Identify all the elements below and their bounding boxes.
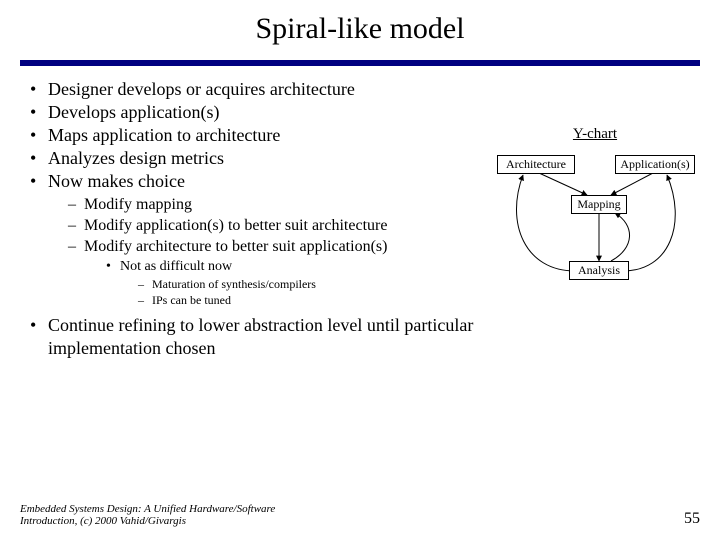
footer: Embedded Systems Design: A Unified Hardw… — [20, 503, 700, 528]
bullet-l1: Develops application(s) — [20, 101, 482, 124]
bullets-l3: Not as difficult now Maturation of synth… — [102, 258, 482, 309]
bullets-l4: Maturation of synthesis/compilers IPs ca… — [136, 276, 482, 308]
bullet-l3-text: Not as difficult now — [120, 259, 232, 274]
bullet-l4: IPs can be tuned — [136, 292, 482, 308]
ychart-node-analysis: Analysis — [569, 261, 629, 280]
ychart-diagram: Architecture Application(s) Mapping Anal… — [495, 153, 695, 313]
ychart-node-architecture: Architecture — [497, 155, 575, 174]
bullet-l1: Designer develops or acquires architectu… — [20, 78, 482, 101]
bullet-l1: Now makes choice Modify mapping Modify a… — [20, 170, 482, 308]
bullets-l1: Designer develops or acquires architectu… — [20, 78, 482, 308]
ychart-node-application: Application(s) — [615, 155, 695, 174]
right-column: Y-chart — [490, 78, 700, 360]
bullet-l2: Modify architecture to better suit appli… — [62, 237, 482, 308]
ychart-edges — [495, 153, 695, 313]
title-rule — [20, 60, 700, 66]
bullets-l2: Modify mapping Modify application(s) to … — [62, 195, 482, 308]
footer-page: 55 — [684, 510, 700, 528]
bullet-continue: Continue refining to lower abstraction l… — [20, 314, 482, 360]
slide-title: Spiral-like model — [20, 12, 700, 46]
slide: Spiral-like model Designer develops or a… — [0, 0, 720, 540]
ychart-node-mapping: Mapping — [571, 195, 627, 214]
left-column: Designer develops or acquires architectu… — [20, 78, 490, 360]
bullet-l1-text: Now makes choice — [48, 171, 185, 191]
bullet-l4: Maturation of synthesis/compilers — [136, 276, 482, 292]
content-row: Designer develops or acquires architectu… — [20, 78, 700, 360]
bullets-continue: Continue refining to lower abstraction l… — [20, 314, 482, 360]
bullet-l2-text: Modify architecture to better suit appli… — [84, 238, 387, 255]
bullet-l3: Not as difficult now Maturation of synth… — [102, 258, 482, 309]
footer-copyright: (c) 2000 Vahid/Givargis — [77, 515, 186, 527]
bullet-l1: Analyzes design metrics — [20, 147, 482, 170]
bullet-l2: Modify mapping — [62, 195, 482, 216]
ychart-label: Y-chart — [490, 126, 700, 143]
bullet-l2: Modify application(s) to better suit arc… — [62, 216, 482, 237]
bullet-l1: Maps application to architecture — [20, 124, 482, 147]
footer-citation: Embedded Systems Design: A Unified Hardw… — [20, 503, 280, 528]
